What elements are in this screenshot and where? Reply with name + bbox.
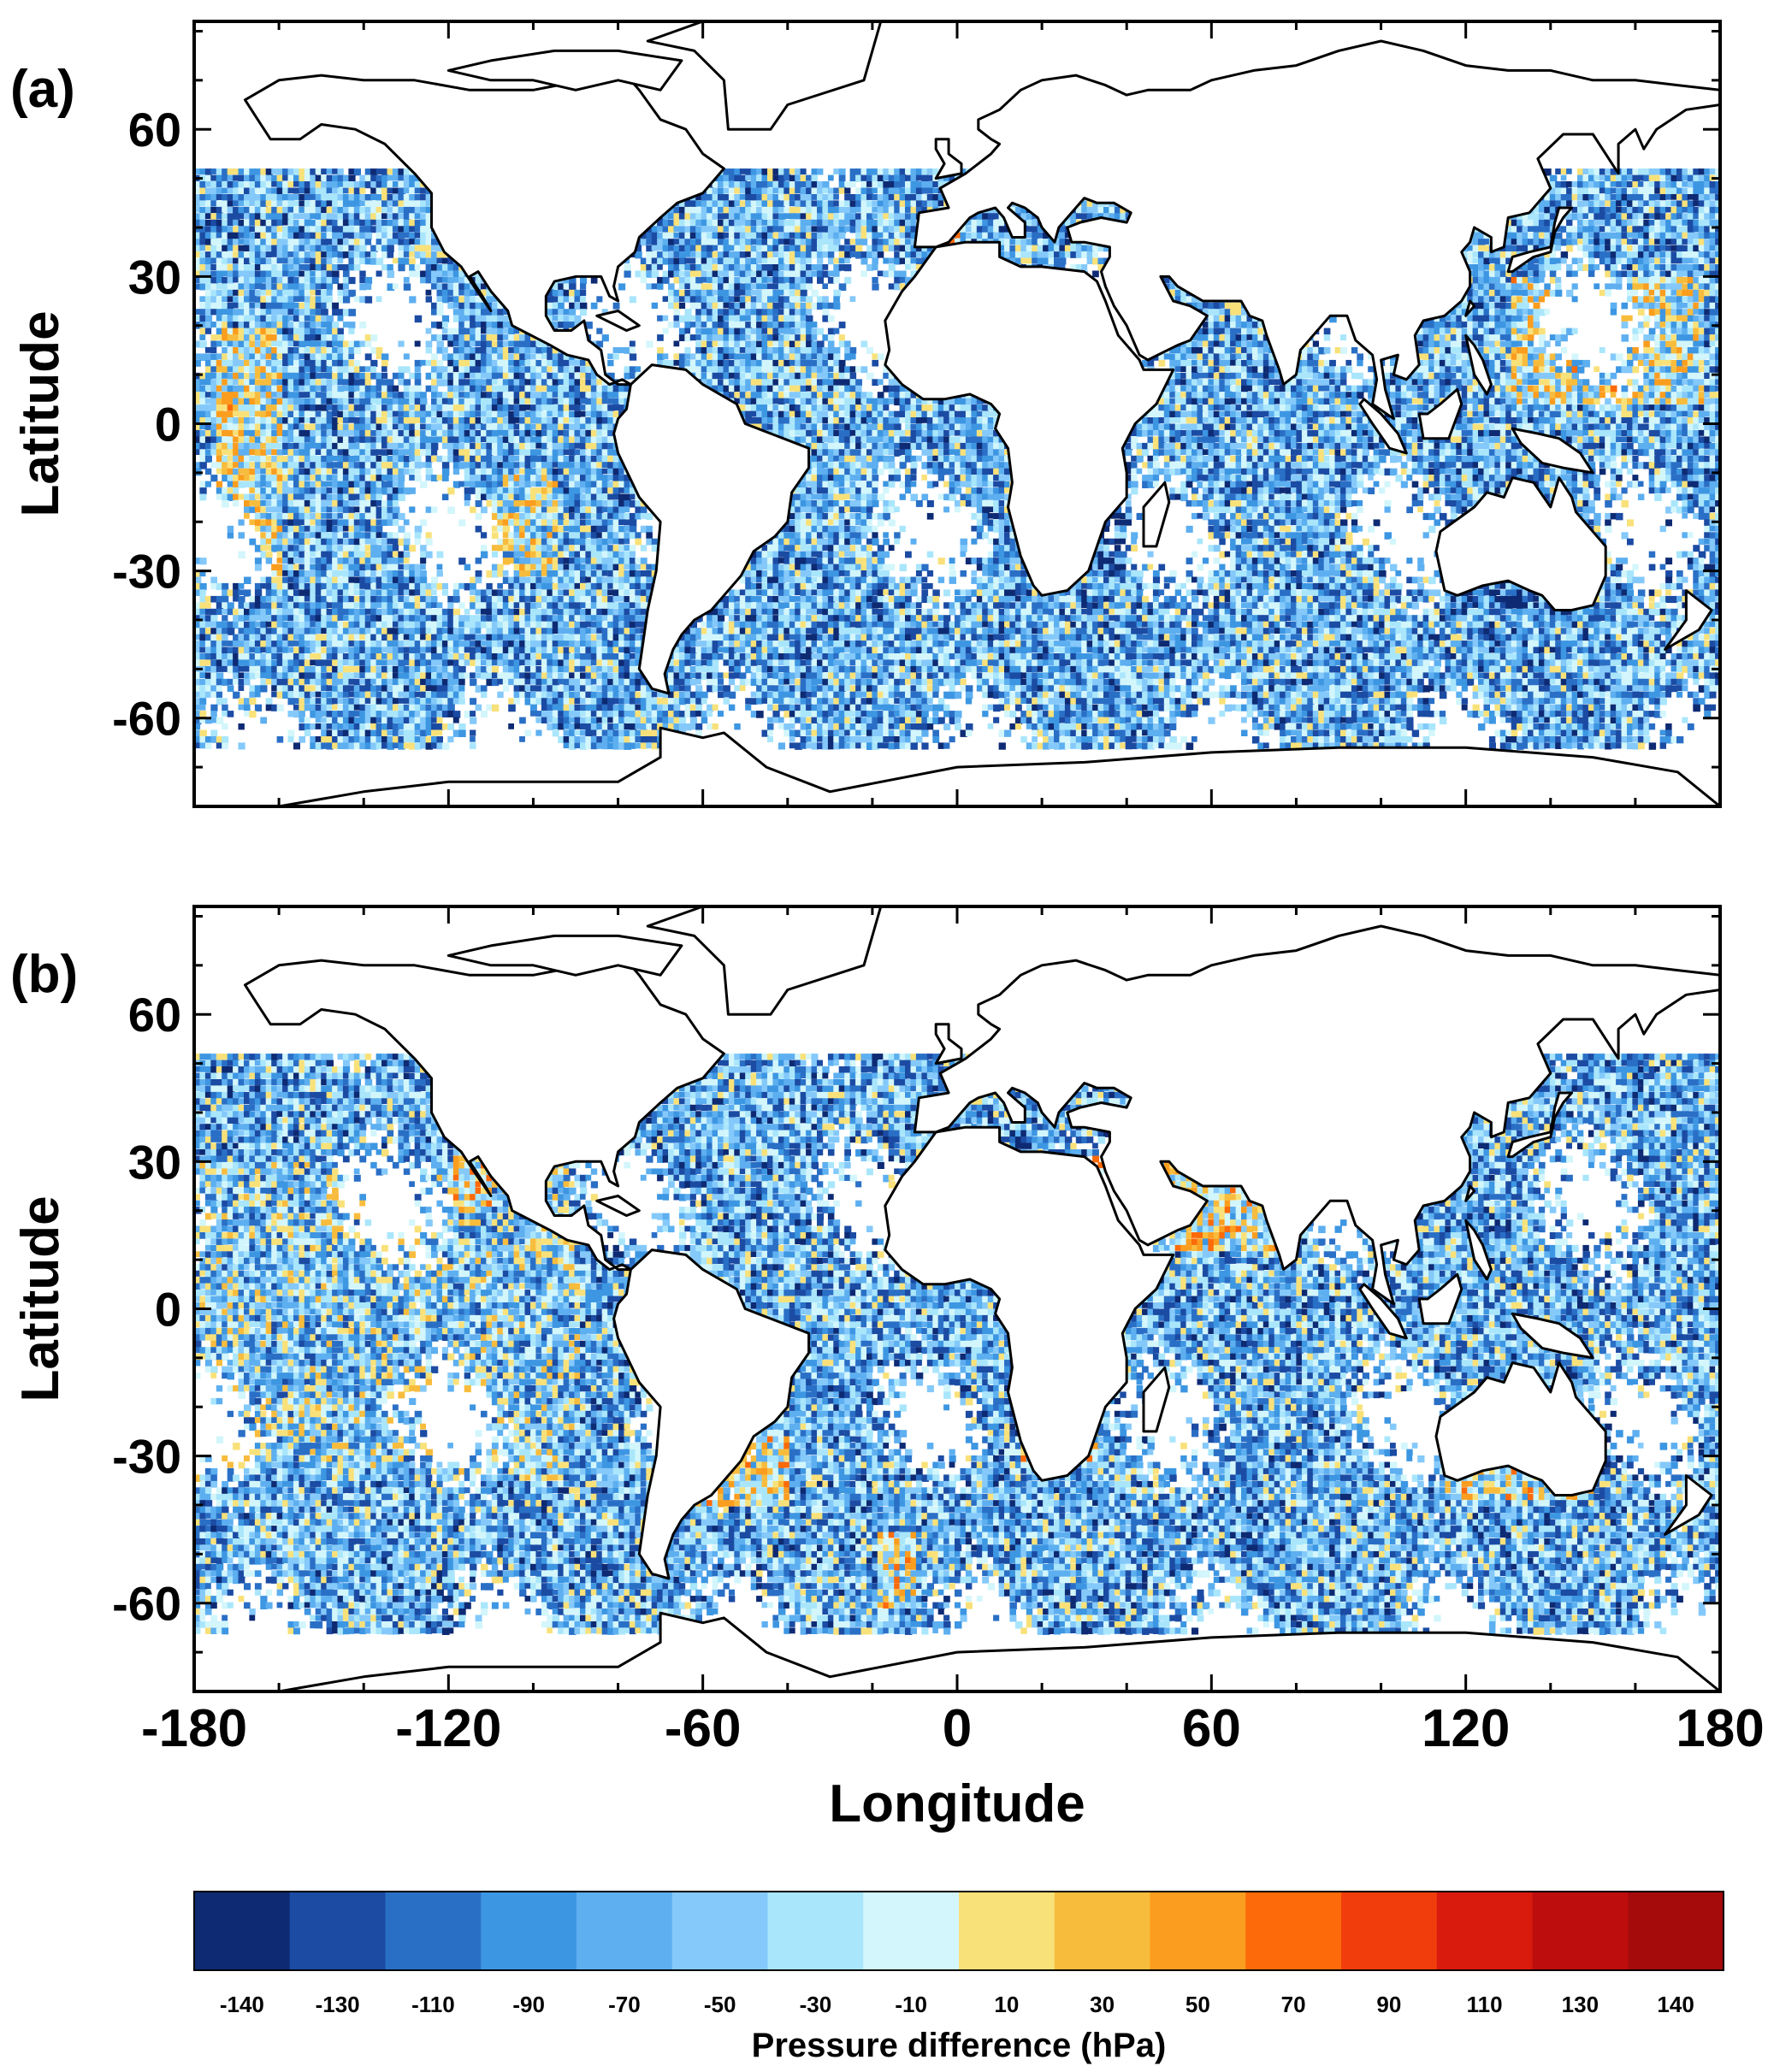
colorbar-swatch: [386, 1892, 482, 1970]
colorbar-label: 30: [1090, 1992, 1115, 2017]
colorbar-label: -140: [220, 1992, 264, 2017]
y-tick-labels-b: 60 30 0 -30 -60: [112, 988, 181, 1631]
map-panel-a: (a) Latitude 60 30 0 -30 -60: [10, 12, 1723, 807]
colorbar-label: -70: [608, 1992, 641, 2017]
y-tick-labels-a: 60 30 0 -30 -60: [112, 103, 181, 746]
colorbar-swatch: [577, 1892, 672, 1970]
panel-label-a: (a): [10, 60, 75, 119]
map-panel-b: (b) Latitude 60 30 0 -30 -60: [10, 897, 1723, 1692]
colorbar-swatch: [1437, 1892, 1533, 1970]
colorbar-swatch: [481, 1892, 577, 1970]
colorbar-label: -10: [895, 1992, 927, 2017]
colorbar-swatch: [1533, 1892, 1629, 1970]
colorbar-swatch: [1341, 1892, 1437, 1970]
colorbar-swatch: [1150, 1892, 1246, 1970]
colorbar-label: 130: [1562, 1992, 1599, 2017]
x-tick-label: 0: [943, 1699, 972, 1758]
y-tick-label: -60: [112, 1577, 181, 1631]
colorbar-swatch: [672, 1892, 768, 1970]
colorbar-label: 50: [1186, 1992, 1210, 2017]
colorbar-label: -50: [704, 1992, 736, 2017]
y-axis-title-a: Latitude: [11, 310, 70, 517]
x-tick-label: -180: [141, 1699, 247, 1758]
y-tick-label: -30: [112, 545, 181, 599]
colorbar-swatch: [959, 1892, 1055, 1970]
x-tick-labels: -180 -120 -60 0 60 120 180: [141, 1699, 1765, 1758]
y-tick-label: -60: [112, 692, 181, 746]
colorbar-swatch: [863, 1892, 959, 1970]
x-tick-label: -120: [395, 1699, 501, 1758]
y-tick-label: 30: [128, 250, 181, 304]
colorbar: -140 -130 -110 -90 -70 -50 -30 -10 10 30 50 70 90 110…: [194, 1892, 1724, 2064]
colorbar-swatch: [1245, 1892, 1341, 1970]
colorbar-title: Pressure difference (hPa): [752, 2027, 1167, 2064]
panel-label-b: (b): [10, 945, 78, 1004]
colorbar-swatch: [768, 1892, 864, 1970]
x-tick-label: 120: [1422, 1699, 1510, 1758]
colorbar-swatches: [194, 1892, 1724, 1970]
colorbar-label: -130: [316, 1992, 360, 2017]
x-tick-label: -60: [665, 1699, 742, 1758]
colorbar-swatch: [194, 1892, 290, 1970]
colorbar-swatch: [290, 1892, 386, 1970]
colorbar-label: 110: [1467, 1992, 1503, 2017]
colorbar-label: 10: [994, 1992, 1019, 2017]
y-tick-label: 0: [155, 397, 181, 451]
colorbar-label: -90: [512, 1992, 545, 2017]
colorbar-swatch: [1055, 1892, 1150, 1970]
y-tick-label: 60: [128, 103, 181, 156]
y-tick-label: 30: [128, 1135, 181, 1189]
colorbar-label: 140: [1657, 1992, 1694, 2017]
y-tick-label: 60: [128, 988, 181, 1042]
y-tick-label: 0: [155, 1282, 181, 1336]
x-axis-title: Longitude: [829, 1774, 1085, 1833]
colorbar-labels: -140 -130 -110 -90 -70 -50 -30 -10 10 30 50 70 90 110…: [220, 1992, 1694, 2017]
colorbar-label: -110: [411, 1992, 455, 2017]
colorbar-label: -30: [800, 1992, 832, 2017]
colorbar-label: 90: [1376, 1992, 1401, 2017]
colorbar-label: 70: [1281, 1992, 1306, 2017]
x-tick-label: 60: [1182, 1699, 1241, 1758]
x-tick-label: 180: [1676, 1699, 1764, 1758]
y-axis-title-b: Latitude: [11, 1195, 70, 1402]
colorbar-swatch: [1628, 1892, 1724, 1970]
y-tick-label: -30: [112, 1430, 181, 1484]
